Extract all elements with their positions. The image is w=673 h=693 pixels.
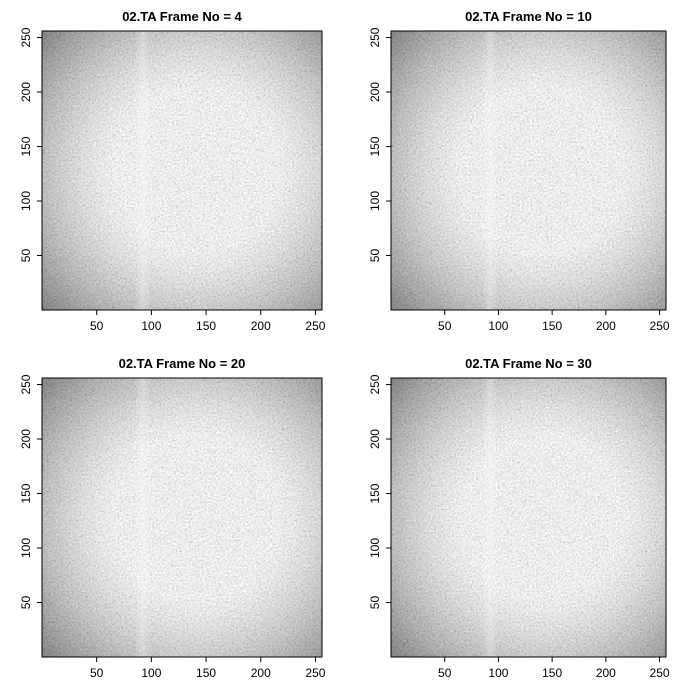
plot-frame bbox=[390, 377, 667, 658]
x-tick-label: 200 bbox=[596, 666, 616, 680]
plot-frame bbox=[390, 30, 667, 311]
y-tick-label: 250 bbox=[368, 374, 382, 394]
x-tick-label: 50 bbox=[90, 666, 104, 680]
x-tick-label: 250 bbox=[650, 666, 670, 680]
plot-frame bbox=[41, 377, 323, 658]
x-tick-label: 50 bbox=[90, 319, 104, 333]
x-tick-label: 200 bbox=[251, 666, 271, 680]
image-band bbox=[42, 378, 322, 657]
x-tick-label: 50 bbox=[438, 666, 452, 680]
panel-title: 02.TA Frame No = 10 bbox=[465, 9, 592, 24]
x-tick-label: 150 bbox=[542, 319, 562, 333]
plot-frame bbox=[41, 30, 323, 311]
panel-title: 02.TA Frame No = 4 bbox=[122, 9, 242, 24]
y-tick-label: 250 bbox=[368, 27, 382, 47]
y-tick-label: 250 bbox=[19, 374, 33, 394]
x-tick-label: 100 bbox=[488, 666, 508, 680]
x-tick-label: 100 bbox=[488, 319, 508, 333]
y-tick-label: 200 bbox=[19, 429, 33, 449]
x-tick-label: 150 bbox=[196, 319, 216, 333]
x-tick-label: 250 bbox=[650, 319, 670, 333]
y-tick-label: 200 bbox=[368, 82, 382, 102]
x-tick-label: 150 bbox=[542, 666, 562, 680]
y-tick-label: 150 bbox=[19, 483, 33, 503]
y-tick-label: 200 bbox=[19, 82, 33, 102]
x-tick-label: 100 bbox=[141, 319, 161, 333]
image-band bbox=[391, 378, 666, 657]
image-band bbox=[42, 31, 322, 310]
x-tick-label: 250 bbox=[305, 319, 325, 333]
y-tick-label: 100 bbox=[19, 191, 33, 211]
y-tick-label: 200 bbox=[368, 429, 382, 449]
image-band bbox=[391, 31, 666, 310]
y-tick-label: 150 bbox=[368, 136, 382, 156]
x-tick-label: 50 bbox=[438, 319, 452, 333]
panel-title: 02.TA Frame No = 30 bbox=[465, 356, 592, 371]
y-tick-label: 250 bbox=[19, 27, 33, 47]
panel-title: 02.TA Frame No = 20 bbox=[119, 356, 246, 371]
x-tick-label: 200 bbox=[251, 319, 271, 333]
x-tick-label: 250 bbox=[305, 666, 325, 680]
y-tick-label: 100 bbox=[368, 191, 382, 211]
y-tick-label: 50 bbox=[19, 596, 33, 610]
y-tick-label: 150 bbox=[19, 136, 33, 156]
x-tick-label: 200 bbox=[596, 319, 616, 333]
y-tick-label: 100 bbox=[19, 538, 33, 558]
x-tick-label: 100 bbox=[141, 666, 161, 680]
y-tick-label: 50 bbox=[368, 596, 382, 610]
y-tick-label: 50 bbox=[19, 249, 33, 263]
y-tick-label: 150 bbox=[368, 483, 382, 503]
y-tick-label: 50 bbox=[368, 249, 382, 263]
y-tick-label: 100 bbox=[368, 538, 382, 558]
x-tick-label: 150 bbox=[196, 666, 216, 680]
